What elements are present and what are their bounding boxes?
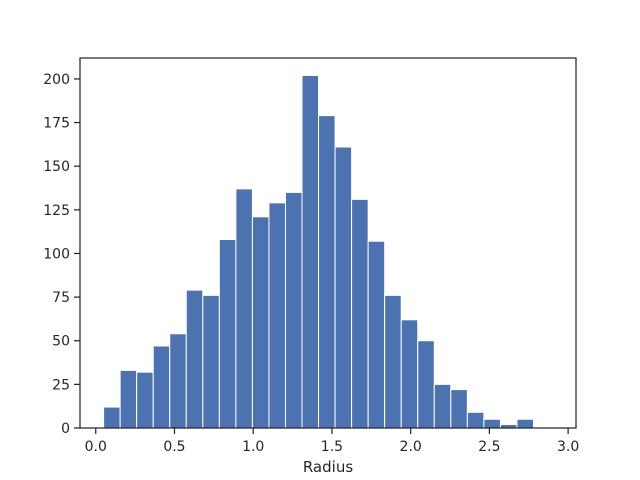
- x-tick-label: 0.0: [85, 439, 107, 455]
- y-tick-label: 125: [43, 203, 70, 219]
- histogram-bar: [417, 340, 435, 429]
- y-tick-label: 150: [43, 159, 70, 175]
- y-tick-label: 175: [43, 116, 70, 132]
- x-tick-label: 1.0: [242, 439, 264, 455]
- histogram-bar: [284, 191, 303, 429]
- plot-frame: [79, 57, 577, 429]
- x-axis-ticks: 0.0 0.5 1.0 1.5 2.0 2.5 3.0: [85, 428, 579, 455]
- x-tick-label: 2.0: [400, 439, 422, 455]
- histogram-bar: [202, 294, 220, 429]
- histogram-bar: [103, 406, 121, 429]
- y-axis-ticks: 0 25 50 75 100 125 150 175 200: [43, 72, 80, 437]
- bars-group: [103, 74, 534, 429]
- x-tick-label: 2.5: [478, 439, 500, 455]
- histogram-bar: [334, 146, 353, 429]
- histogram-bar: [384, 294, 402, 429]
- x-tick-label: 1.5: [321, 439, 343, 455]
- y-tick-label: 0: [61, 421, 70, 437]
- y-tick-label: 75: [52, 290, 70, 306]
- histogram-bar: [351, 198, 369, 429]
- histogram-bar: [367, 240, 386, 429]
- histogram-bar: [185, 289, 204, 429]
- histogram-bar: [483, 418, 501, 429]
- histogram-bar: [251, 216, 270, 429]
- histogram-bar: [169, 333, 187, 429]
- histogram-bar: [152, 345, 171, 429]
- histogram-bar: [450, 389, 468, 429]
- x-tick-label: 0.5: [163, 439, 185, 455]
- y-tick-label: 200: [43, 72, 70, 88]
- histogram-bar: [433, 383, 452, 429]
- histogram-bar: [218, 239, 237, 429]
- histogram-bar: [235, 188, 253, 429]
- histogram-bar: [516, 418, 534, 429]
- histogram-bar: [318, 115, 336, 429]
- y-tick-label: 100: [43, 246, 70, 262]
- histogram-bar: [136, 371, 154, 429]
- histogram-bar: [268, 202, 286, 429]
- y-tick-label: 50: [52, 334, 70, 350]
- histogram-bar: [466, 411, 485, 429]
- histogram-bar: [301, 74, 320, 429]
- histogram-bar: [119, 369, 138, 429]
- histogram-bar: [400, 319, 419, 429]
- y-tick-label: 25: [52, 377, 70, 393]
- x-axis-label: Radius: [303, 458, 353, 476]
- x-tick-label: 3.0: [557, 439, 579, 455]
